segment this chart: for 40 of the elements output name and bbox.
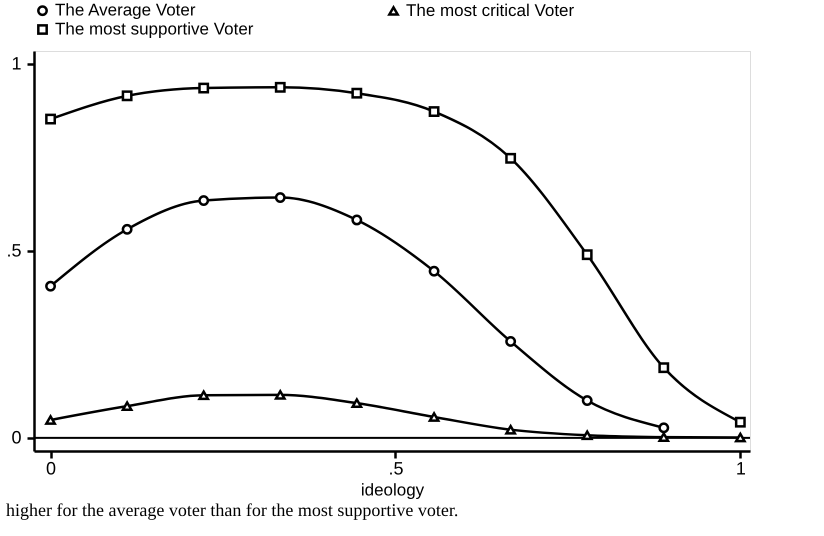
legend-label: The Average Voter bbox=[55, 0, 196, 20]
y-tick-label: 1 bbox=[11, 54, 22, 74]
point bbox=[198, 390, 210, 400]
legend-label: The most supportive Voter bbox=[55, 20, 254, 38]
point bbox=[122, 90, 133, 102]
point bbox=[198, 195, 210, 206]
point bbox=[198, 82, 210, 94]
point bbox=[658, 432, 670, 442]
point bbox=[505, 152, 516, 164]
x-tick-label: .5 bbox=[388, 458, 404, 478]
point bbox=[45, 415, 56, 425]
point bbox=[428, 106, 440, 117]
point bbox=[351, 88, 362, 99]
y-tick-label: .5 bbox=[6, 240, 22, 260]
x-axis-title: ideology bbox=[360, 480, 425, 500]
point bbox=[582, 395, 593, 406]
point bbox=[582, 430, 593, 440]
point bbox=[122, 401, 133, 412]
point bbox=[734, 432, 746, 442]
point bbox=[505, 424, 516, 435]
point bbox=[658, 362, 670, 374]
point bbox=[428, 412, 440, 422]
legend-label: The most critical Voter bbox=[406, 0, 575, 20]
point bbox=[274, 192, 286, 203]
point bbox=[122, 224, 133, 235]
point bbox=[734, 416, 746, 428]
x-tick-label: 0 bbox=[46, 458, 56, 478]
x-tick-label: 1 bbox=[736, 458, 746, 478]
text: higher for the average voter than for the most supportive voter. bbox=[6, 500, 458, 520]
point bbox=[351, 214, 362, 226]
point bbox=[274, 390, 286, 400]
point bbox=[45, 280, 56, 292]
y-tick-label: 0 bbox=[11, 427, 22, 448]
point bbox=[658, 422, 670, 434]
point bbox=[45, 114, 56, 124]
point bbox=[351, 398, 362, 408]
point bbox=[274, 82, 286, 93]
point bbox=[582, 249, 593, 260]
point bbox=[428, 266, 440, 277]
point bbox=[505, 336, 516, 347]
